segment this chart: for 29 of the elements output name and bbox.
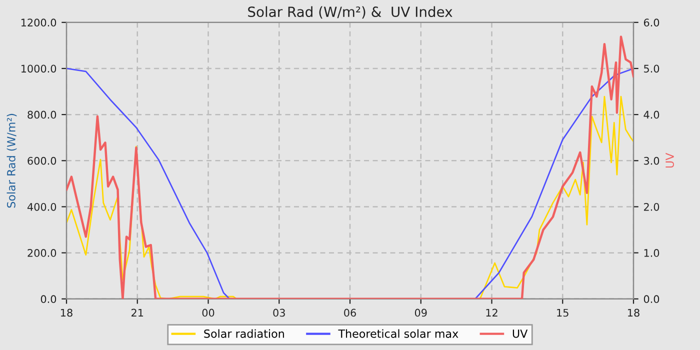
y2-tick-label: 1.0 <box>644 249 660 257</box>
y-tick-label: 1000.0 <box>21 64 56 73</box>
y2-tick-label: 3.0 <box>644 156 660 165</box>
x-tick-label: 21 <box>132 308 144 317</box>
y-tick-label: 1200.0 <box>21 18 56 27</box>
y2-tick-label: 6.0 <box>644 18 660 27</box>
x-tick-label: 03 <box>273 308 285 317</box>
x-tick-label: 09 <box>414 308 427 317</box>
legend-label: Solar radiation <box>204 329 284 338</box>
x-tick-label: 06 <box>344 308 356 317</box>
y2-tick-label: 4.0 <box>644 110 660 119</box>
x-tick-label: 00 <box>202 308 214 317</box>
y2-axis-title: UV <box>666 152 674 168</box>
y2-tick-label: 0.0 <box>644 295 660 304</box>
legend-label: Theoretical solar max <box>338 329 458 338</box>
x-tick-label: 12 <box>486 308 498 317</box>
y-tick-label: 200.0 <box>28 249 56 257</box>
x-tick-label: 15 <box>557 308 568 317</box>
legend-label: UV <box>512 330 528 338</box>
x-tick-label: 18 <box>628 308 640 317</box>
y-tick-label: 400.0 <box>27 202 56 211</box>
y2-tick-label: 5.0 <box>644 64 660 73</box>
x-tick-label: 18 <box>61 308 72 317</box>
chart-title: Solar Rad (W/m²) & UV Index <box>248 6 452 19</box>
y-tick-label: 800.0 <box>28 110 56 119</box>
y-axis-title: Solar Rad (W/m²) <box>6 114 17 208</box>
y-tick-label: 600.0 <box>28 156 56 165</box>
y-tick-label: 0.0 <box>40 295 56 304</box>
y2-tick-label: 2.0 <box>644 202 660 211</box>
